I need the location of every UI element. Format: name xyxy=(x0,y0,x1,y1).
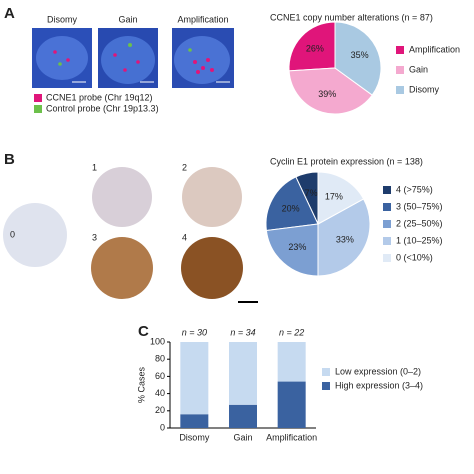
bar-segment xyxy=(229,342,257,405)
pie-slice xyxy=(317,171,365,225)
pie-slice xyxy=(265,176,319,232)
bar-segment xyxy=(229,404,257,428)
slice-label: 7% xyxy=(305,188,318,198)
legend-swatch xyxy=(383,254,391,262)
y-tick-label: 40 xyxy=(155,388,165,398)
image-label: 4 xyxy=(182,232,187,242)
slice-label: 33% xyxy=(336,234,354,244)
legend-label: High expression (3–4) xyxy=(335,380,423,390)
legend-swatch xyxy=(396,86,404,94)
annotation: n = 30 xyxy=(182,327,207,337)
y-tick-label: 60 xyxy=(155,371,165,381)
x-tick-label: Gain xyxy=(233,432,252,442)
chart-title: CCNE1 copy number alterations (n = 87) xyxy=(270,12,433,22)
chart-title: Cyclin E1 protein expression (n = 138) xyxy=(270,156,423,166)
annotation: n = 34 xyxy=(230,327,255,337)
slice-label: 35% xyxy=(351,50,369,60)
panel-label: A xyxy=(4,5,15,22)
legend-swatch xyxy=(383,220,391,228)
y-tick-label: 0 xyxy=(160,422,165,432)
image-label: Amplification xyxy=(177,14,228,24)
legend-label: Disomy xyxy=(409,84,440,94)
fish-images xyxy=(32,28,234,88)
legend-label: 3 (50–75%) xyxy=(396,201,443,211)
legend-swatch xyxy=(383,186,391,194)
legend-swatch xyxy=(34,105,42,113)
panel-label: C xyxy=(138,323,149,340)
pie-slice xyxy=(288,21,336,72)
slice-label: 17% xyxy=(325,192,343,202)
legend-swatch xyxy=(322,382,330,390)
pie-slice xyxy=(288,67,373,115)
legend-label: Amplification xyxy=(409,44,460,54)
panel-label: B xyxy=(4,151,15,168)
pie-slice xyxy=(317,198,371,277)
pie-slice xyxy=(265,223,319,277)
legend-label: 0 (<10%) xyxy=(396,252,433,262)
y-tick-label: 80 xyxy=(155,354,165,364)
legend-label: Low expression (0–2) xyxy=(335,366,421,376)
image-label: Disomy xyxy=(47,14,78,24)
legend-swatch xyxy=(34,94,42,102)
legend-label: CCNE1 probe (Chr 19q12) xyxy=(46,92,153,102)
slice-label: 23% xyxy=(288,242,306,252)
slice-label: 26% xyxy=(306,43,324,53)
legend-swatch xyxy=(383,203,391,211)
legend-label: 2 (25–50%) xyxy=(396,218,443,228)
image-label: 1 xyxy=(92,162,97,172)
bar-segment xyxy=(180,342,209,415)
x-tick-label: Disomy xyxy=(179,432,210,442)
x-tick-label: Amplification xyxy=(266,432,317,442)
ihc-images xyxy=(3,167,258,303)
bar-segment xyxy=(277,342,306,382)
image-label: 2 xyxy=(182,162,187,172)
y-axis-label: % Cases xyxy=(136,366,146,403)
legend-swatch xyxy=(396,46,404,54)
bar-segment xyxy=(277,381,306,428)
legend-swatch xyxy=(396,66,404,74)
legend-label: 1 (10–25%) xyxy=(396,235,443,245)
legend-swatch xyxy=(322,368,330,376)
slice-label: 39% xyxy=(318,89,336,99)
image-label: 3 xyxy=(92,232,97,242)
legend-label: 4 (>75%) xyxy=(396,184,433,194)
annotation: n = 22 xyxy=(279,327,304,337)
legend-label: Gain xyxy=(409,64,428,74)
image-label: Gain xyxy=(118,14,137,24)
legend-label: Control probe (Chr 19p13.3) xyxy=(46,103,159,113)
image-label: 0 xyxy=(10,229,15,239)
y-tick-label: 100 xyxy=(150,336,165,346)
bar-segment xyxy=(180,414,209,428)
pie-slice xyxy=(334,21,382,96)
y-tick-label: 20 xyxy=(155,405,165,415)
legend-swatch xyxy=(383,237,391,245)
slice-label: 20% xyxy=(282,203,300,213)
